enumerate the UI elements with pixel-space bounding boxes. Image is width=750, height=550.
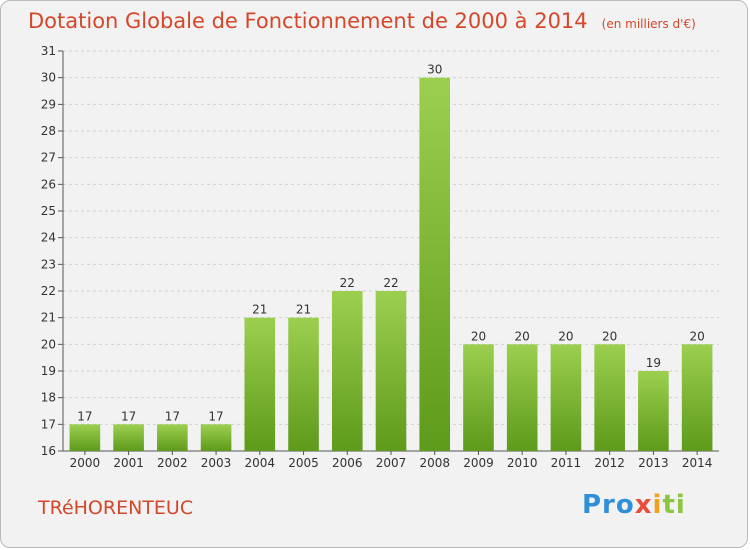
bar: [463, 344, 494, 451]
commune-name: TRéHORENTEUC: [38, 497, 194, 519]
chart-unit: (en milliers d'€): [601, 17, 696, 31]
x-tick-label: 2010: [507, 456, 538, 470]
y-tick-label: 27: [41, 151, 56, 165]
data-label: 20: [515, 329, 530, 343]
data-label: 30: [427, 63, 442, 77]
bar: [244, 317, 276, 451]
bar: [638, 371, 669, 451]
x-tick-label: 2012: [594, 456, 625, 470]
x-tick-label: 2014: [682, 456, 713, 470]
bar: [288, 317, 319, 451]
data-label: 20: [602, 329, 617, 343]
bar: [681, 344, 713, 451]
x-tick-label: 2009: [463, 456, 494, 470]
data-label: 17: [208, 409, 223, 423]
y-tick-label: 26: [41, 177, 56, 191]
bar: [506, 344, 538, 451]
data-label: 17: [121, 409, 136, 423]
bar: [331, 291, 363, 451]
logo-part: Pro: [582, 490, 635, 520]
bar: [594, 344, 625, 451]
x-tick-label: 2013: [638, 456, 669, 470]
logo-part: x: [634, 490, 653, 520]
logo-part: i: [652, 490, 663, 520]
data-label: 17: [77, 409, 92, 423]
y-tick-label: 28: [41, 124, 56, 138]
data-label: 20: [471, 329, 486, 343]
data-label: 19: [646, 356, 661, 370]
chart-title: Dotation Globale de Fonctionnement de 20…: [28, 9, 696, 33]
x-tick-label: 2000: [70, 456, 101, 470]
x-tick-label: 2008: [419, 456, 450, 470]
x-tick-label: 2006: [332, 456, 363, 470]
proxiti-logo: Proxiti: [582, 490, 686, 520]
y-tick-label: 24: [41, 231, 56, 245]
y-tick-label: 31: [41, 44, 56, 58]
x-tick-label: 2004: [245, 456, 276, 470]
data-label: 21: [296, 303, 311, 317]
data-label: 22: [383, 276, 398, 290]
y-tick-label: 23: [41, 257, 56, 271]
data-label: 21: [252, 303, 267, 317]
x-tick-label: 2001: [113, 456, 144, 470]
y-tick-label: 25: [41, 204, 56, 218]
y-tick-label: 20: [41, 337, 56, 351]
data-label: 20: [558, 329, 573, 343]
bar: [200, 424, 232, 451]
y-tick-label: 17: [41, 417, 56, 431]
data-label: 20: [689, 329, 704, 343]
bar: [113, 424, 144, 451]
bar: [69, 424, 101, 451]
data-label: 17: [165, 409, 180, 423]
y-tick-label: 30: [41, 71, 56, 85]
y-tick-label: 19: [41, 364, 56, 378]
y-tick-label: 22: [41, 284, 56, 298]
bar: [419, 77, 451, 452]
data-label: 22: [340, 276, 355, 290]
logo-part: ti: [662, 490, 686, 520]
x-tick-label: 2011: [551, 456, 582, 470]
y-tick-label: 29: [41, 97, 56, 111]
bar: [550, 344, 582, 451]
y-tick-label: 18: [41, 391, 56, 405]
x-tick-label: 2007: [376, 456, 407, 470]
x-tick-label: 2005: [288, 456, 319, 470]
bar: [157, 424, 188, 451]
x-tick-label: 2003: [201, 456, 232, 470]
y-tick-label: 16: [41, 444, 56, 458]
bar: [375, 291, 407, 451]
x-tick-label: 2002: [157, 456, 188, 470]
y-tick-label: 21: [41, 311, 56, 325]
